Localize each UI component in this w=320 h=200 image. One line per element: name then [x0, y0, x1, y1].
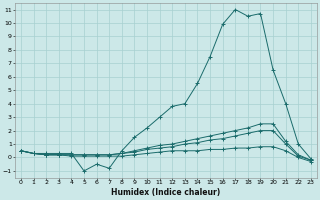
X-axis label: Humidex (Indice chaleur): Humidex (Indice chaleur) — [111, 188, 220, 197]
